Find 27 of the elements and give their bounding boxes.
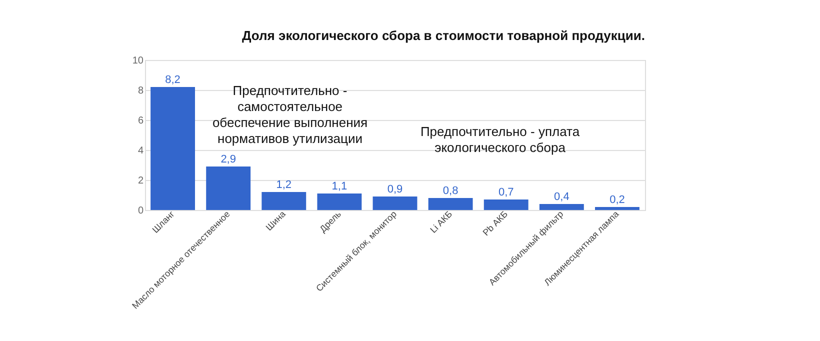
bar <box>484 200 528 210</box>
y-tick-label: 8 <box>138 86 144 96</box>
bar <box>262 192 306 210</box>
data-label: 1,2 <box>276 179 292 191</box>
bar <box>595 207 640 210</box>
data-label: 0,8 <box>442 185 458 197</box>
y-tick-label: 10 <box>132 56 144 66</box>
bar <box>428 198 473 210</box>
annotation: Предпочтительно - самостоятельное обеспечение выполнения нормативов утилизации <box>212 83 368 146</box>
annotation: Предпочтительно - уплата экологического сбора <box>420 124 580 155</box>
data-label: 2,9 <box>220 154 236 166</box>
data-label: 0,2 <box>610 194 625 206</box>
y-tick-label: 4 <box>138 146 144 156</box>
chart-title: Доля экологического сбора в стоимости товарной продукции. <box>242 28 645 43</box>
bar <box>150 87 195 210</box>
data-label: 0,9 <box>387 184 403 196</box>
bar <box>206 166 251 210</box>
y-tick-label: 6 <box>138 116 144 126</box>
bar <box>539 204 584 210</box>
bar <box>317 194 362 210</box>
data-label: 1,1 <box>332 180 348 192</box>
bar <box>372 196 418 210</box>
data-label: 8,2 <box>165 74 180 86</box>
data-label: 0,4 <box>554 191 570 203</box>
data-label: 0,7 <box>498 186 514 198</box>
y-tick-label: 2 <box>138 176 144 186</box>
y-tick-label: 0 <box>138 206 144 216</box>
